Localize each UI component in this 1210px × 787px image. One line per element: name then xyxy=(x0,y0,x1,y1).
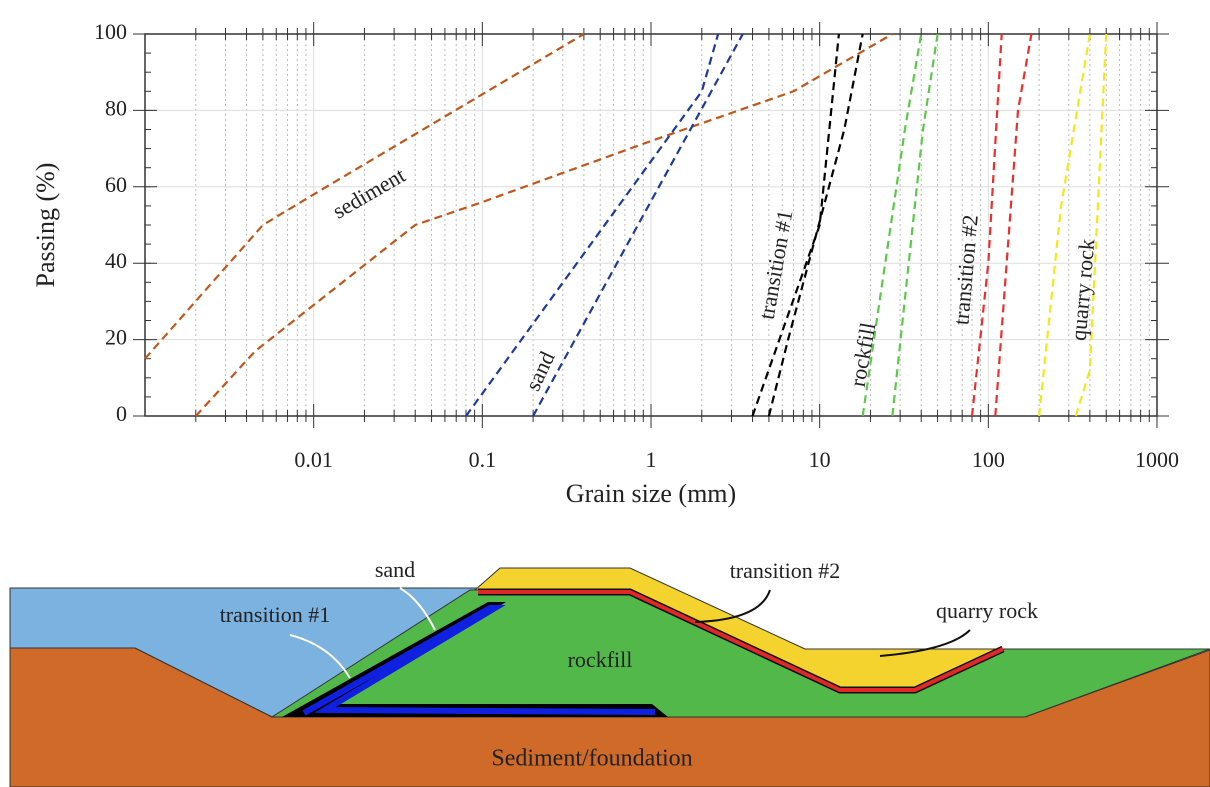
label: quarry rock xyxy=(936,598,1038,623)
curve-label: transition #2 xyxy=(948,214,983,326)
curve-label: sediment xyxy=(328,162,409,223)
arrow xyxy=(694,589,771,623)
x-tick-label: 10 xyxy=(809,447,831,472)
transition-2-zone xyxy=(478,590,1004,692)
grading-curve xyxy=(532,33,744,417)
dam-diagram: sand transition #1 transition #2 quarry … xyxy=(9,557,1210,787)
y-tick-label: 100 xyxy=(94,19,127,44)
label: sand xyxy=(375,557,415,582)
x-tick-label: 1000 xyxy=(1135,447,1179,472)
grading-curve xyxy=(144,33,585,360)
grading-curve xyxy=(1038,33,1091,417)
arrow xyxy=(289,634,351,679)
arrow xyxy=(399,587,436,631)
y-tick-label: 0 xyxy=(116,401,127,426)
grading-curve xyxy=(970,33,1003,417)
x-tick-label: 100 xyxy=(972,447,1005,472)
grading-curve xyxy=(465,33,720,417)
y-axis-label: Passing (%) xyxy=(31,163,60,288)
label: transition #2 xyxy=(730,558,841,583)
arrow xyxy=(879,629,971,657)
y-tick-label: 20 xyxy=(105,325,127,350)
sand-zone xyxy=(302,605,656,716)
curve-label: sand xyxy=(520,347,560,394)
grading-curve xyxy=(891,33,939,417)
grading-curve xyxy=(767,33,864,417)
grading-curve xyxy=(994,33,1033,417)
chart: 0 20 40 60 80 100 0.01 0.1 1 10 100 1000 Grain size … xyxy=(31,19,1179,508)
x-tick-label: 1 xyxy=(646,447,657,472)
x-axis-label: Grain size (mm) xyxy=(566,479,736,508)
label: Sediment/foundation xyxy=(491,746,692,772)
y-tick-label: 40 xyxy=(105,248,127,273)
x-tick-label: 0.1 xyxy=(469,447,497,472)
x-tick-label: 0.01 xyxy=(294,447,333,472)
label: rockfill xyxy=(568,647,633,672)
curve-label: quarry rock xyxy=(1066,238,1100,342)
grading-curve xyxy=(1074,33,1108,417)
y-tick-label: 80 xyxy=(105,95,127,120)
curve-label: rockfill xyxy=(845,321,881,389)
plot-frame xyxy=(144,33,1158,417)
y-tick-label: 60 xyxy=(105,172,127,197)
grading-curve xyxy=(194,33,893,417)
grading-curve xyxy=(861,33,923,417)
label: transition #1 xyxy=(220,602,331,627)
grading-curve xyxy=(751,33,840,417)
